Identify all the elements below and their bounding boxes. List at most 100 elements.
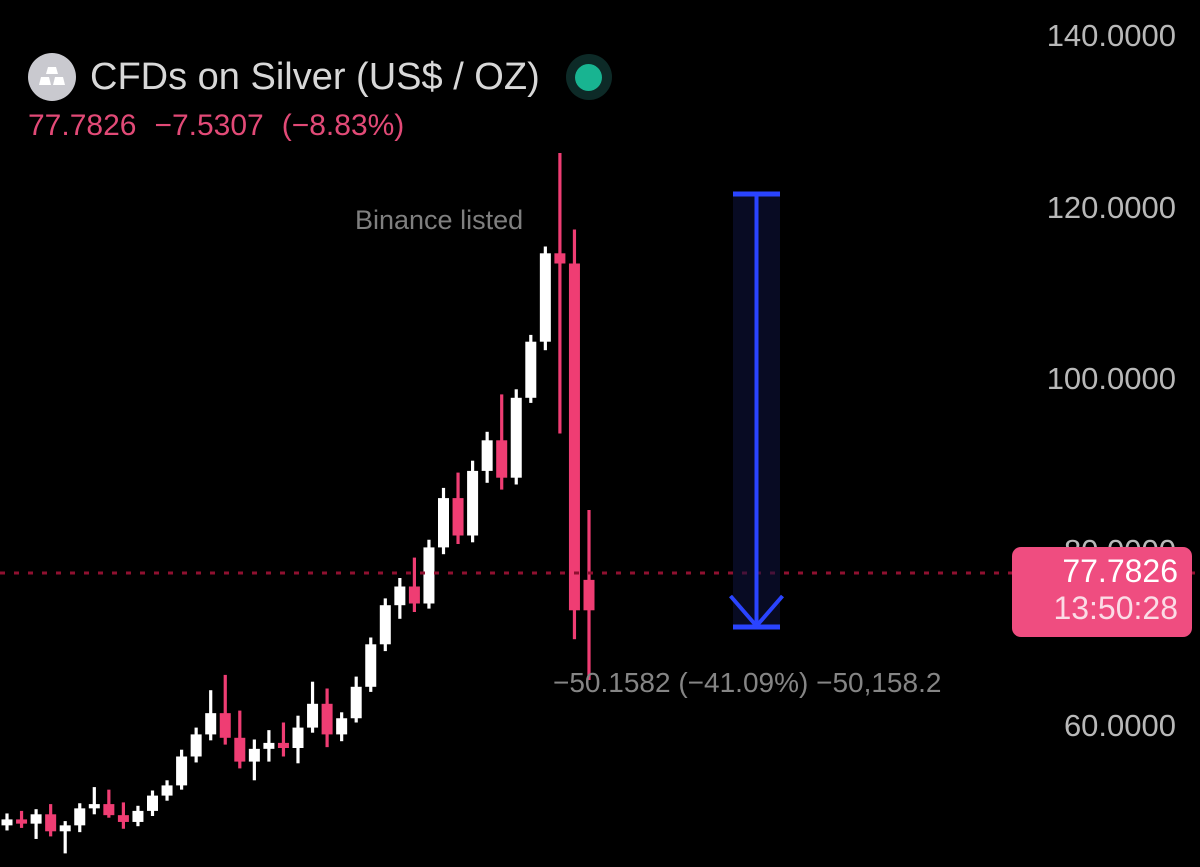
price-axis-label: 60.0000 bbox=[1063, 708, 1176, 743]
candle bbox=[467, 460, 479, 543]
candle bbox=[394, 578, 406, 619]
candle bbox=[554, 153, 566, 434]
candle bbox=[350, 676, 362, 723]
candle-body bbox=[248, 748, 260, 762]
candle-body bbox=[45, 814, 57, 832]
last-price: 77.7826 bbox=[28, 109, 137, 142]
current-price-badge[interactable]: 77.7826 13:50:28 bbox=[1012, 547, 1192, 637]
candle bbox=[438, 487, 449, 555]
candle-body bbox=[176, 756, 188, 786]
candle bbox=[30, 809, 42, 839]
market-open-dot-icon[interactable] bbox=[565, 54, 612, 100]
candle-body bbox=[190, 734, 202, 757]
candle-wick bbox=[63, 821, 67, 854]
candle bbox=[147, 790, 158, 816]
candle-body bbox=[365, 644, 377, 687]
candle bbox=[219, 674, 231, 745]
candle-body bbox=[467, 470, 479, 536]
candle bbox=[248, 739, 260, 781]
candle bbox=[496, 394, 508, 490]
candle-body bbox=[117, 815, 129, 822]
candle bbox=[263, 730, 275, 762]
candle-body bbox=[219, 713, 231, 738]
candle-body bbox=[525, 341, 537, 398]
price-range-measure-tool[interactable] bbox=[728, 191, 785, 630]
candle bbox=[234, 710, 246, 769]
candle-wick bbox=[281, 722, 286, 757]
annotation-binance-listed[interactable]: Binance listed bbox=[355, 205, 524, 235]
symbol-row[interactable]: CFDs on Silver (US$ / OZ) bbox=[28, 52, 612, 102]
price-axis-label: 100.0000 bbox=[1046, 361, 1176, 396]
candle-body bbox=[336, 718, 348, 735]
candle-body bbox=[30, 814, 42, 824]
candle bbox=[277, 722, 289, 757]
candle-wick bbox=[92, 787, 96, 815]
candle bbox=[583, 510, 595, 680]
candle-body bbox=[496, 440, 508, 478]
change-absolute: −7.5307 bbox=[154, 109, 264, 142]
candle bbox=[132, 805, 144, 827]
candle bbox=[481, 431, 493, 483]
candle-wick bbox=[34, 809, 38, 839]
quote-row: 77.7826 −7.5307 (−8.83%) bbox=[28, 108, 612, 144]
candle-body bbox=[292, 727, 304, 748]
candle bbox=[307, 681, 319, 733]
candle bbox=[205, 690, 217, 741]
silver-bars-icon bbox=[28, 53, 76, 101]
candle bbox=[525, 334, 537, 403]
candle bbox=[88, 787, 100, 815]
candle-body bbox=[263, 742, 275, 749]
candle-wick bbox=[223, 674, 227, 745]
candle-body bbox=[234, 737, 246, 762]
candle-body bbox=[539, 253, 551, 342]
price-axis-label: 120.0000 bbox=[1046, 190, 1176, 225]
candle-body bbox=[379, 605, 391, 645]
candle bbox=[59, 821, 71, 854]
candle bbox=[45, 804, 57, 837]
candle-body bbox=[408, 586, 420, 604]
price-axis-label: 140.0000 bbox=[1046, 18, 1176, 53]
candle-wick bbox=[412, 557, 416, 612]
candle-body bbox=[321, 703, 333, 735]
candle-body bbox=[74, 808, 86, 826]
candle-series bbox=[1, 153, 595, 854]
candle-body bbox=[583, 579, 595, 611]
candle-wick bbox=[107, 789, 111, 818]
candle bbox=[408, 557, 420, 612]
badge-price: 77.7826 bbox=[1062, 553, 1178, 589]
candle bbox=[423, 539, 435, 609]
candle bbox=[103, 789, 115, 818]
candle-body bbox=[132, 810, 144, 822]
candle bbox=[510, 389, 522, 485]
measure-readout: −50.1582 (−41.09%) −50,158.2 bbox=[553, 667, 942, 698]
candle-body bbox=[147, 795, 158, 811]
candle bbox=[16, 810, 28, 828]
candle-body bbox=[88, 804, 100, 809]
candle bbox=[539, 246, 551, 351]
candle-body bbox=[277, 742, 289, 748]
candle bbox=[161, 780, 173, 801]
badge-time: 13:50:28 bbox=[1053, 589, 1178, 626]
candle-body bbox=[307, 703, 319, 728]
market-open-dot bbox=[575, 63, 603, 91]
candle-body bbox=[16, 819, 28, 824]
candle-body bbox=[568, 263, 580, 611]
candle-body bbox=[205, 713, 217, 735]
candle bbox=[292, 715, 304, 764]
candle bbox=[452, 472, 464, 544]
candle-body bbox=[350, 686, 362, 719]
candle bbox=[117, 802, 129, 829]
candle bbox=[176, 749, 188, 790]
candle-body bbox=[481, 440, 493, 471]
candle bbox=[379, 598, 391, 652]
candle bbox=[336, 712, 348, 742]
candle bbox=[365, 637, 377, 692]
candle-body bbox=[554, 253, 566, 264]
symbol-title: CFDs on Silver (US$ / OZ) bbox=[90, 56, 540, 98]
candle bbox=[74, 803, 86, 833]
candle-body bbox=[510, 397, 522, 478]
candle-body bbox=[1, 819, 13, 826]
